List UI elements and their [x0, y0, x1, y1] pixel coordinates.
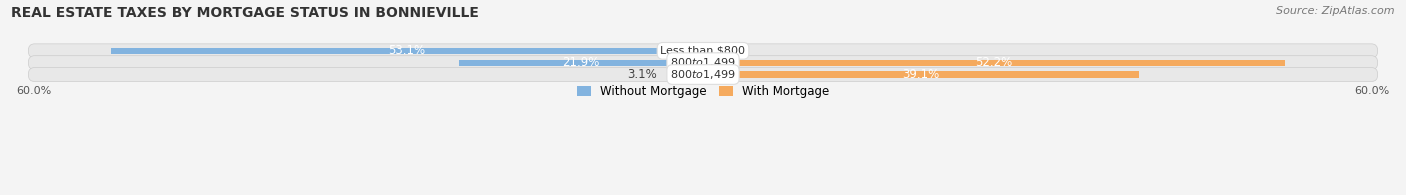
FancyBboxPatch shape — [28, 56, 1378, 70]
FancyBboxPatch shape — [28, 44, 1378, 58]
Text: 53.1%: 53.1% — [388, 44, 426, 57]
Bar — [703, 59, 1285, 66]
Text: 52.2%: 52.2% — [976, 56, 1012, 69]
Text: 0.0%: 0.0% — [714, 44, 744, 57]
Text: 39.1%: 39.1% — [903, 68, 939, 81]
Text: $800 to $1,499: $800 to $1,499 — [671, 68, 735, 81]
Bar — [703, 71, 1139, 78]
FancyBboxPatch shape — [28, 67, 1378, 82]
Bar — [458, 59, 703, 66]
Bar — [111, 48, 703, 54]
Text: REAL ESTATE TAXES BY MORTGAGE STATUS IN BONNIEVILLE: REAL ESTATE TAXES BY MORTGAGE STATUS IN … — [11, 6, 479, 20]
Legend: Without Mortgage, With Mortgage: Without Mortgage, With Mortgage — [572, 80, 834, 102]
Bar — [668, 71, 703, 78]
Text: Source: ZipAtlas.com: Source: ZipAtlas.com — [1277, 6, 1395, 16]
Text: Less than $800: Less than $800 — [661, 46, 745, 56]
Text: 21.9%: 21.9% — [562, 56, 599, 69]
Text: $800 to $1,499: $800 to $1,499 — [671, 56, 735, 69]
Text: 3.1%: 3.1% — [627, 68, 657, 81]
